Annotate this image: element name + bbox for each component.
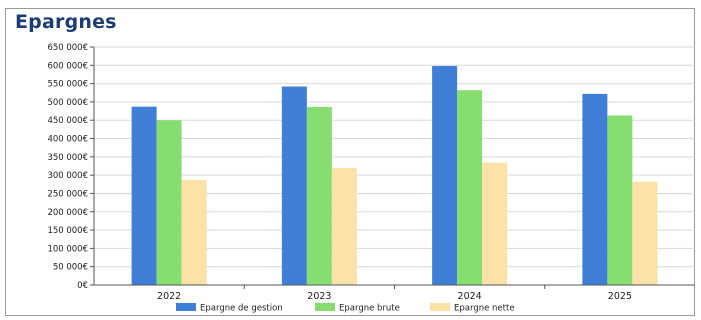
x-axis: 2022 2023 2024 2025 — [94, 284, 695, 302]
bar — [457, 90, 483, 286]
y-tick-label: 400 000€ — [47, 135, 88, 145]
bar — [156, 120, 182, 285]
y-axis: 0€ 50 000€ 100 000€ 150 000€ 200 000€ 250 000… — [47, 43, 95, 291]
y-tick-label: 250 000€ — [47, 189, 88, 199]
y-tick-label: 300 000€ — [47, 171, 88, 181]
y-tick-label: 550 000€ — [47, 80, 88, 90]
x-tick-label: 2023 — [307, 291, 331, 302]
y-tick-label: 500 000€ — [47, 98, 88, 108]
chart-title: Epargnes — [15, 11, 117, 33]
y-tick-label: 650 000€ — [47, 43, 88, 53]
y-tick-label: 0€ — [77, 281, 88, 291]
x-tick-label: 2022 — [157, 291, 181, 302]
y-tick-label: 200 000€ — [47, 208, 88, 218]
legend-swatch — [430, 303, 450, 311]
bars — [131, 66, 658, 286]
y-tick-label: 450 000€ — [47, 116, 88, 126]
bar — [482, 162, 508, 285]
y-tick-label: 150 000€ — [47, 226, 88, 236]
bar — [432, 66, 458, 285]
legend: Epargne de gestion Epargne brute Epargne n… — [176, 303, 515, 314]
legend-swatch — [176, 303, 196, 311]
bar — [131, 106, 157, 285]
bar — [281, 86, 307, 285]
legend-label: Epargne de gestion — [200, 304, 283, 314]
y-tick-label: 350 000€ — [47, 153, 88, 163]
y-tick-label: 600 000€ — [47, 61, 88, 71]
bar — [607, 115, 633, 286]
x-tick-label: 2025 — [608, 291, 632, 302]
bar — [181, 179, 207, 285]
bar — [331, 167, 357, 285]
y-tick-label: 50 000€ — [53, 263, 88, 273]
y-tick-label: 100 000€ — [47, 244, 88, 254]
legend-swatch — [315, 303, 335, 311]
legend-label: Epargne nette — [454, 304, 515, 314]
legend-label: Epargne brute — [339, 304, 400, 314]
bar — [582, 93, 608, 285]
bar — [306, 107, 332, 286]
x-tick-label: 2024 — [458, 291, 482, 302]
bar — [632, 181, 658, 285]
